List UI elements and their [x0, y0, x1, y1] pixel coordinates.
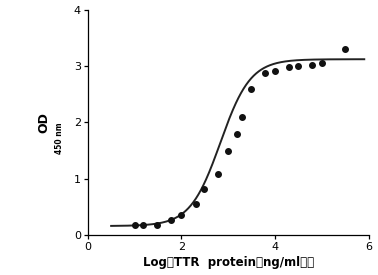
Point: [201, 187, 207, 191]
Point: [309, 63, 315, 67]
Point: [192, 202, 198, 207]
Point: [319, 61, 325, 65]
Text: OD: OD: [37, 112, 51, 133]
Point: [272, 68, 278, 73]
Point: [248, 86, 254, 91]
Point: [178, 213, 184, 217]
Point: [132, 223, 138, 227]
Point: [295, 64, 301, 68]
X-axis label: Log（TTR  protein（ng/ml））: Log（TTR protein（ng/ml））: [143, 257, 314, 269]
Point: [154, 222, 160, 227]
Point: [262, 71, 268, 75]
Text: 450 nm: 450 nm: [55, 122, 64, 154]
Point: [239, 115, 245, 119]
Point: [215, 172, 221, 177]
Point: [342, 47, 348, 51]
Point: [140, 223, 146, 227]
Point: [286, 65, 292, 69]
Point: [168, 218, 174, 222]
Point: [234, 131, 240, 136]
Point: [225, 148, 231, 153]
